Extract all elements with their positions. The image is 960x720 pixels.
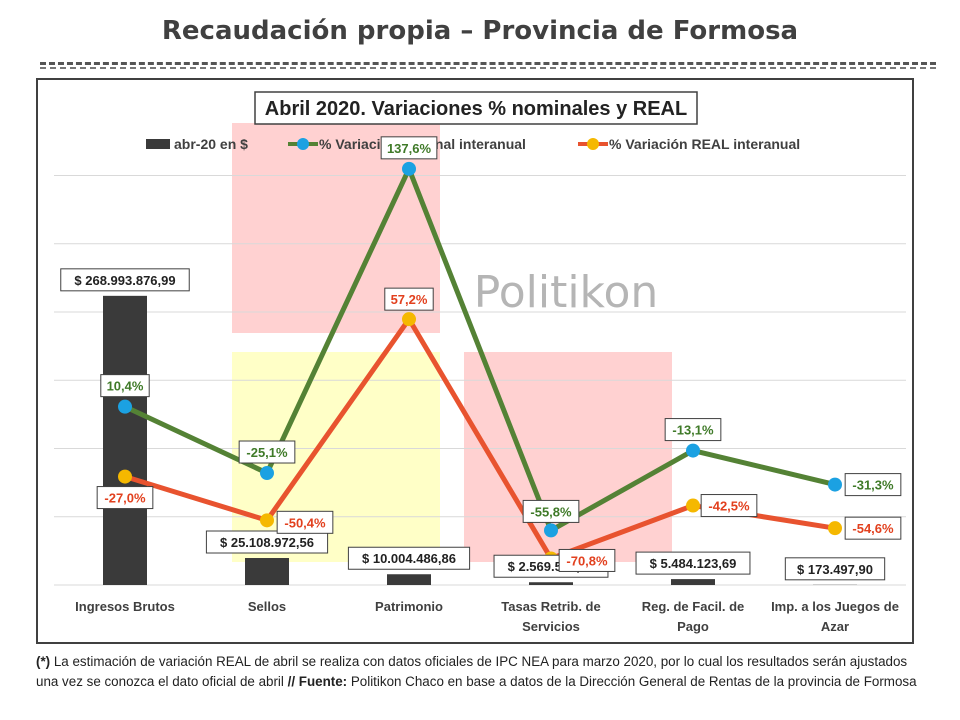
real-data-label: -54,6% <box>844 516 902 540</box>
x-tick-label: Reg. de Facil. de <box>642 599 745 614</box>
bar <box>529 582 573 585</box>
nominal-data-label: -13,1% <box>664 418 722 442</box>
bar <box>103 295 147 585</box>
nominal-data-label-box <box>100 374 150 398</box>
real-data-label-text: 57,2% <box>391 292 428 307</box>
legend-bar-label: abr-20 en $ <box>174 136 248 152</box>
real-data-label-text: -42,5% <box>708 499 750 514</box>
footnote-marker: (*) <box>36 654 51 669</box>
bar-data-label: $ 25.108.972,56 <box>205 530 329 554</box>
nominal-data-label-box <box>844 473 902 497</box>
footnote-source-label: // Fuente: <box>287 674 348 689</box>
nominal-point <box>828 477 842 492</box>
nominal-data-label-text: 137,6% <box>387 141 432 156</box>
x-tick-label: Imp. a los Juegos de <box>771 599 899 614</box>
bar-data-label: $ 173.497,90 <box>784 557 886 581</box>
real-data-label-text: -27,0% <box>104 491 146 506</box>
real-data-label-box <box>558 548 616 572</box>
legend-bar-swatch <box>146 139 170 149</box>
nominal-data-label-text: -55,8% <box>530 504 572 519</box>
nominal-point <box>402 161 416 176</box>
real-point <box>118 469 132 484</box>
chart-frame <box>36 78 914 644</box>
real-data-label-box <box>276 510 334 534</box>
real-point <box>402 312 416 327</box>
footnote-text-1: La estimación de variación REAL de abril… <box>36 654 908 689</box>
bar-data-label: $ 10.004.486,86 <box>347 546 471 570</box>
real-data-label-box <box>384 287 434 311</box>
bar-data-label-box <box>347 546 471 570</box>
bar-data-label-text: $ 10.004.486,86 <box>362 551 456 566</box>
bar-data-label-box <box>635 551 751 575</box>
footnote-text-2: Politikon Chaco en base a datos de la Di… <box>347 674 917 689</box>
nominal-data-label-box <box>522 499 580 523</box>
real-data-label: 57,2% <box>384 287 434 311</box>
data-labels: $ 268.993.876,99 $ 25.108.972,56 $ 10.004.… <box>60 136 902 581</box>
nominal-data-label: -31,3% <box>844 473 902 497</box>
nominal-point <box>686 443 700 458</box>
nominal-point <box>544 523 558 538</box>
real-point <box>686 498 700 513</box>
bar-series <box>103 295 857 585</box>
real-point <box>260 513 274 528</box>
x-tick-label: Servicios <box>522 619 580 634</box>
legend-real-label: % Variación REAL interanual <box>609 136 800 152</box>
watermark-text: Politikon <box>474 267 659 318</box>
chart-canvas: Politikon Abril 2020. Variaciones % nomi… <box>54 91 906 634</box>
bar-data-label-text: $ 25.108.972,56 <box>220 535 314 550</box>
real-data-label: -70,8% <box>558 548 616 572</box>
chart-title: Abril 2020. Variaciones % nominales y RE… <box>265 98 687 120</box>
bar <box>387 574 431 585</box>
bar-data-label: $ 5.484.123,69 <box>635 551 751 575</box>
nominal-data-label: 10,4% <box>100 374 150 398</box>
real-data-label-box <box>96 486 154 510</box>
nominal-data-label: 137,6% <box>380 136 438 160</box>
x-tick-label: Patrimonio <box>375 599 443 614</box>
bar-data-label-text: $ 268.993.876,99 <box>74 273 175 288</box>
nominal-data-label-box <box>664 418 722 442</box>
nominal-data-label-box <box>380 136 438 160</box>
x-axis: Ingresos Brutos Sellos Patrimonio Tasas Ret… <box>75 599 899 634</box>
nominal-data-label: -25,1% <box>238 440 296 464</box>
footnote: (*) La estimación de variación REAL de a… <box>36 652 926 692</box>
bar <box>245 558 289 585</box>
x-tick-label: Ingresos Brutos <box>75 599 175 614</box>
nominal-data-label-text: 10,4% <box>107 379 144 394</box>
nominal-data-label-box <box>238 440 296 464</box>
bar-data-label-text: $ 173.497,90 <box>797 562 873 577</box>
real-data-label-box <box>844 516 902 540</box>
x-tick-label: Tasas Retrib. de <box>501 599 600 614</box>
bar-data-label-box <box>205 530 329 554</box>
real-point <box>828 521 842 536</box>
bar-data-label-box <box>784 557 886 581</box>
real-data-label: -42,5% <box>700 494 758 518</box>
legend-nominal-marker <box>297 138 309 150</box>
bar-data-label-box <box>60 268 190 292</box>
real-data-label-text: -54,6% <box>852 521 894 536</box>
real-data-label-text: -50,4% <box>284 515 326 530</box>
nominal-point <box>118 399 132 414</box>
nominal-data-label: -55,8% <box>522 499 580 523</box>
title-divider-secondary <box>40 67 936 69</box>
title-divider <box>40 62 936 65</box>
legend: abr-20 en $% Variacion nominal interanua… <box>146 136 800 152</box>
real-data-label: -50,4% <box>276 510 334 534</box>
legend-real-marker <box>587 138 599 150</box>
x-tick-label: Pago <box>677 619 709 634</box>
nominal-data-label-text: -13,1% <box>672 423 714 438</box>
bar-data-label: $ 268.993.876,99 <box>60 268 190 292</box>
nominal-point <box>260 466 274 481</box>
nominal-data-label-text: -31,3% <box>852 478 894 493</box>
real-data-label-text: -70,8% <box>566 553 608 568</box>
nominal-data-label-text: -25,1% <box>246 445 288 460</box>
chart-title-box <box>254 91 698 125</box>
bar <box>671 579 715 585</box>
real-data-label: -27,0% <box>96 486 154 510</box>
gridlines <box>54 174 906 586</box>
x-tick-label: Sellos <box>248 599 286 614</box>
x-tick-label: Azar <box>821 619 849 634</box>
real-data-label-box <box>700 494 758 518</box>
page-title: Recaudación propia – Provincia de Formos… <box>161 16 799 46</box>
bar-data-label-text: $ 5.484.123,69 <box>650 556 737 571</box>
